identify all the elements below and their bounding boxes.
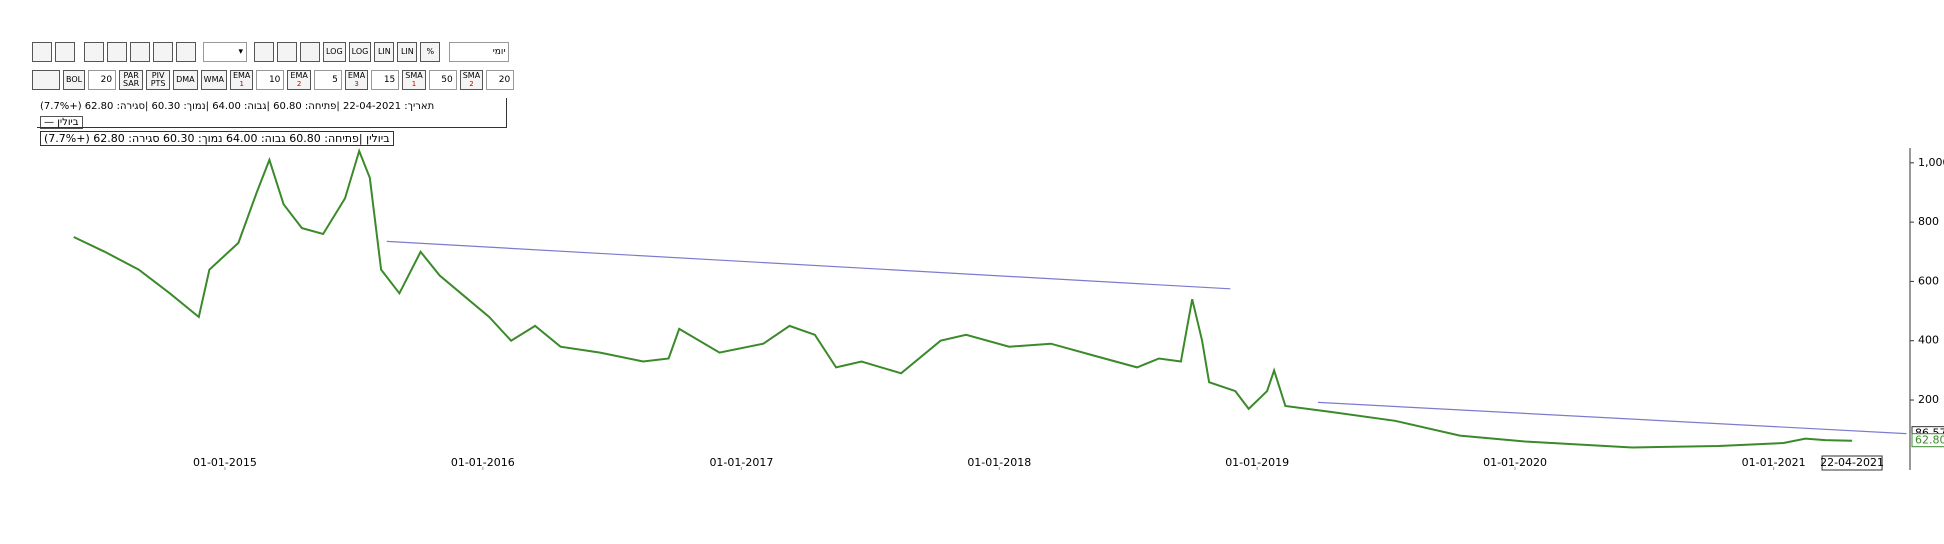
indicator-label: EMA: [347, 71, 366, 80]
x-tick-label: 01-01-2020: [1483, 456, 1547, 469]
icon-button[interactable]: [32, 42, 52, 62]
trendline: [386, 240, 1231, 290]
icon-button[interactable]: [130, 42, 150, 62]
cursor-date-label: 22-04-2021: [1820, 456, 1884, 469]
indicator-button[interactable]: BOL: [63, 70, 86, 90]
indicator-label: EMA: [232, 71, 251, 80]
indicator-label: SMA: [462, 71, 481, 80]
x-tick-label: 01-01-2019: [1225, 456, 1289, 469]
separator: [37, 127, 507, 128]
period-dropdown[interactable]: יומי: [449, 42, 510, 62]
icon-button[interactable]: [277, 42, 297, 62]
trendline: [1317, 401, 1907, 435]
toolbar-row: ▾ LOG LOG LIN LIN% יומי: [32, 40, 510, 64]
indicator-sub: 1: [239, 80, 244, 88]
indicator-sub: 2: [469, 80, 474, 88]
dropdown[interactable]: ▾: [203, 42, 247, 62]
icon-button[interactable]: [153, 42, 173, 62]
trendline-label-box: [1911, 426, 1944, 441]
indicator-button[interactable]: PAR SAR: [119, 70, 144, 90]
scale-button[interactable]: %: [420, 42, 441, 62]
y-tick-label: 200: [1918, 393, 1939, 406]
icon-button[interactable]: [254, 42, 274, 62]
param-input[interactable]: 20: [88, 70, 117, 90]
param-input[interactable]: 10: [256, 70, 285, 90]
indicator-label: PIV PTS: [150, 71, 166, 88]
icon-button[interactable]: [55, 42, 75, 62]
legend: — ביולין: [40, 116, 83, 129]
y-tick-label: 600: [1918, 274, 1939, 287]
trendline-label: 86.57: [1915, 427, 1944, 440]
last-price-label: 62.80: [1915, 434, 1944, 447]
param-input[interactable]: 50: [428, 70, 457, 90]
last-price-box: [1911, 433, 1944, 448]
icon-button[interactable]: [32, 70, 60, 90]
price-box: ביולין |פתיחה: 60.80 גבוה: 64.00 נמוך: 6…: [40, 131, 394, 146]
x-tick-label: 01-01-2021: [1742, 456, 1806, 469]
scale-button[interactable]: LOG: [323, 42, 346, 62]
indicator-button[interactable]: EMA 2: [287, 70, 311, 90]
price-line: [73, 147, 1853, 449]
legend-text: ביולין: [57, 117, 79, 128]
indicator-sub: 1: [411, 80, 417, 88]
icon-button[interactable]: [300, 42, 320, 62]
x-tick-label: 01-01-2018: [967, 456, 1031, 469]
info-text: תאריך: 22-04-2021 |פתיחה: 60.80 |גבוה: 6…: [40, 101, 435, 112]
y-tick-label: 1,000: [1918, 156, 1944, 169]
param-input[interactable]: 5: [313, 70, 342, 90]
info-line: תאריך: 22-04-2021 |פתיחה: 60.80 |גבוה: 6…: [40, 101, 500, 112]
scale-button[interactable]: LOG: [348, 42, 372, 62]
cursor-date-box: [1821, 455, 1883, 471]
indicator-button[interactable]: SMA 2: [459, 70, 484, 90]
indicator-sub: 3: [354, 80, 359, 88]
indicator-button[interactable]: WMA: [200, 70, 227, 90]
toolbar-row: BOL 20 PAR SAR PIV PTS DMA WMA EMA 1 10 EMA 2 5 EMA 3…: [32, 68, 515, 92]
indicator-button[interactable]: EMA 3: [344, 70, 369, 90]
indicator-label: EMA: [290, 71, 308, 80]
price-box-text: ביולין |פתיחה: 60.80 גבוה: 64.00 נמוך: 6…: [44, 132, 390, 145]
indicator-label: WMA: [203, 75, 224, 84]
indicator-button[interactable]: PIV PTS: [146, 70, 171, 90]
indicator-sub: 2: [296, 80, 302, 88]
y-tick-label: 400: [1918, 334, 1939, 347]
param-input[interactable]: 20: [486, 70, 515, 90]
indicator-button[interactable]: SMA 1: [402, 70, 426, 90]
icon-button[interactable]: [84, 42, 104, 62]
indicator-label: SMA: [405, 71, 423, 80]
param-input[interactable]: 15: [371, 70, 400, 90]
scale-button[interactable]: LIN: [374, 42, 395, 62]
indicator-label: DMA: [176, 75, 195, 84]
icon-button[interactable]: [107, 42, 127, 62]
x-tick-label: 01-01-2015: [193, 456, 257, 469]
x-tick-label: 01-01-2016: [451, 456, 515, 469]
x-tick-label: 01-01-2017: [709, 456, 773, 469]
icon-button[interactable]: [176, 42, 196, 62]
indicator-label: PAR SAR: [122, 71, 140, 88]
indicator-label: BOL: [66, 75, 83, 84]
separator: [506, 98, 507, 128]
indicator-button[interactable]: EMA 1: [229, 70, 254, 90]
indicator-button[interactable]: DMA: [173, 70, 198, 90]
y-tick-label: 800: [1918, 215, 1939, 228]
scale-button[interactable]: LIN: [397, 42, 418, 62]
